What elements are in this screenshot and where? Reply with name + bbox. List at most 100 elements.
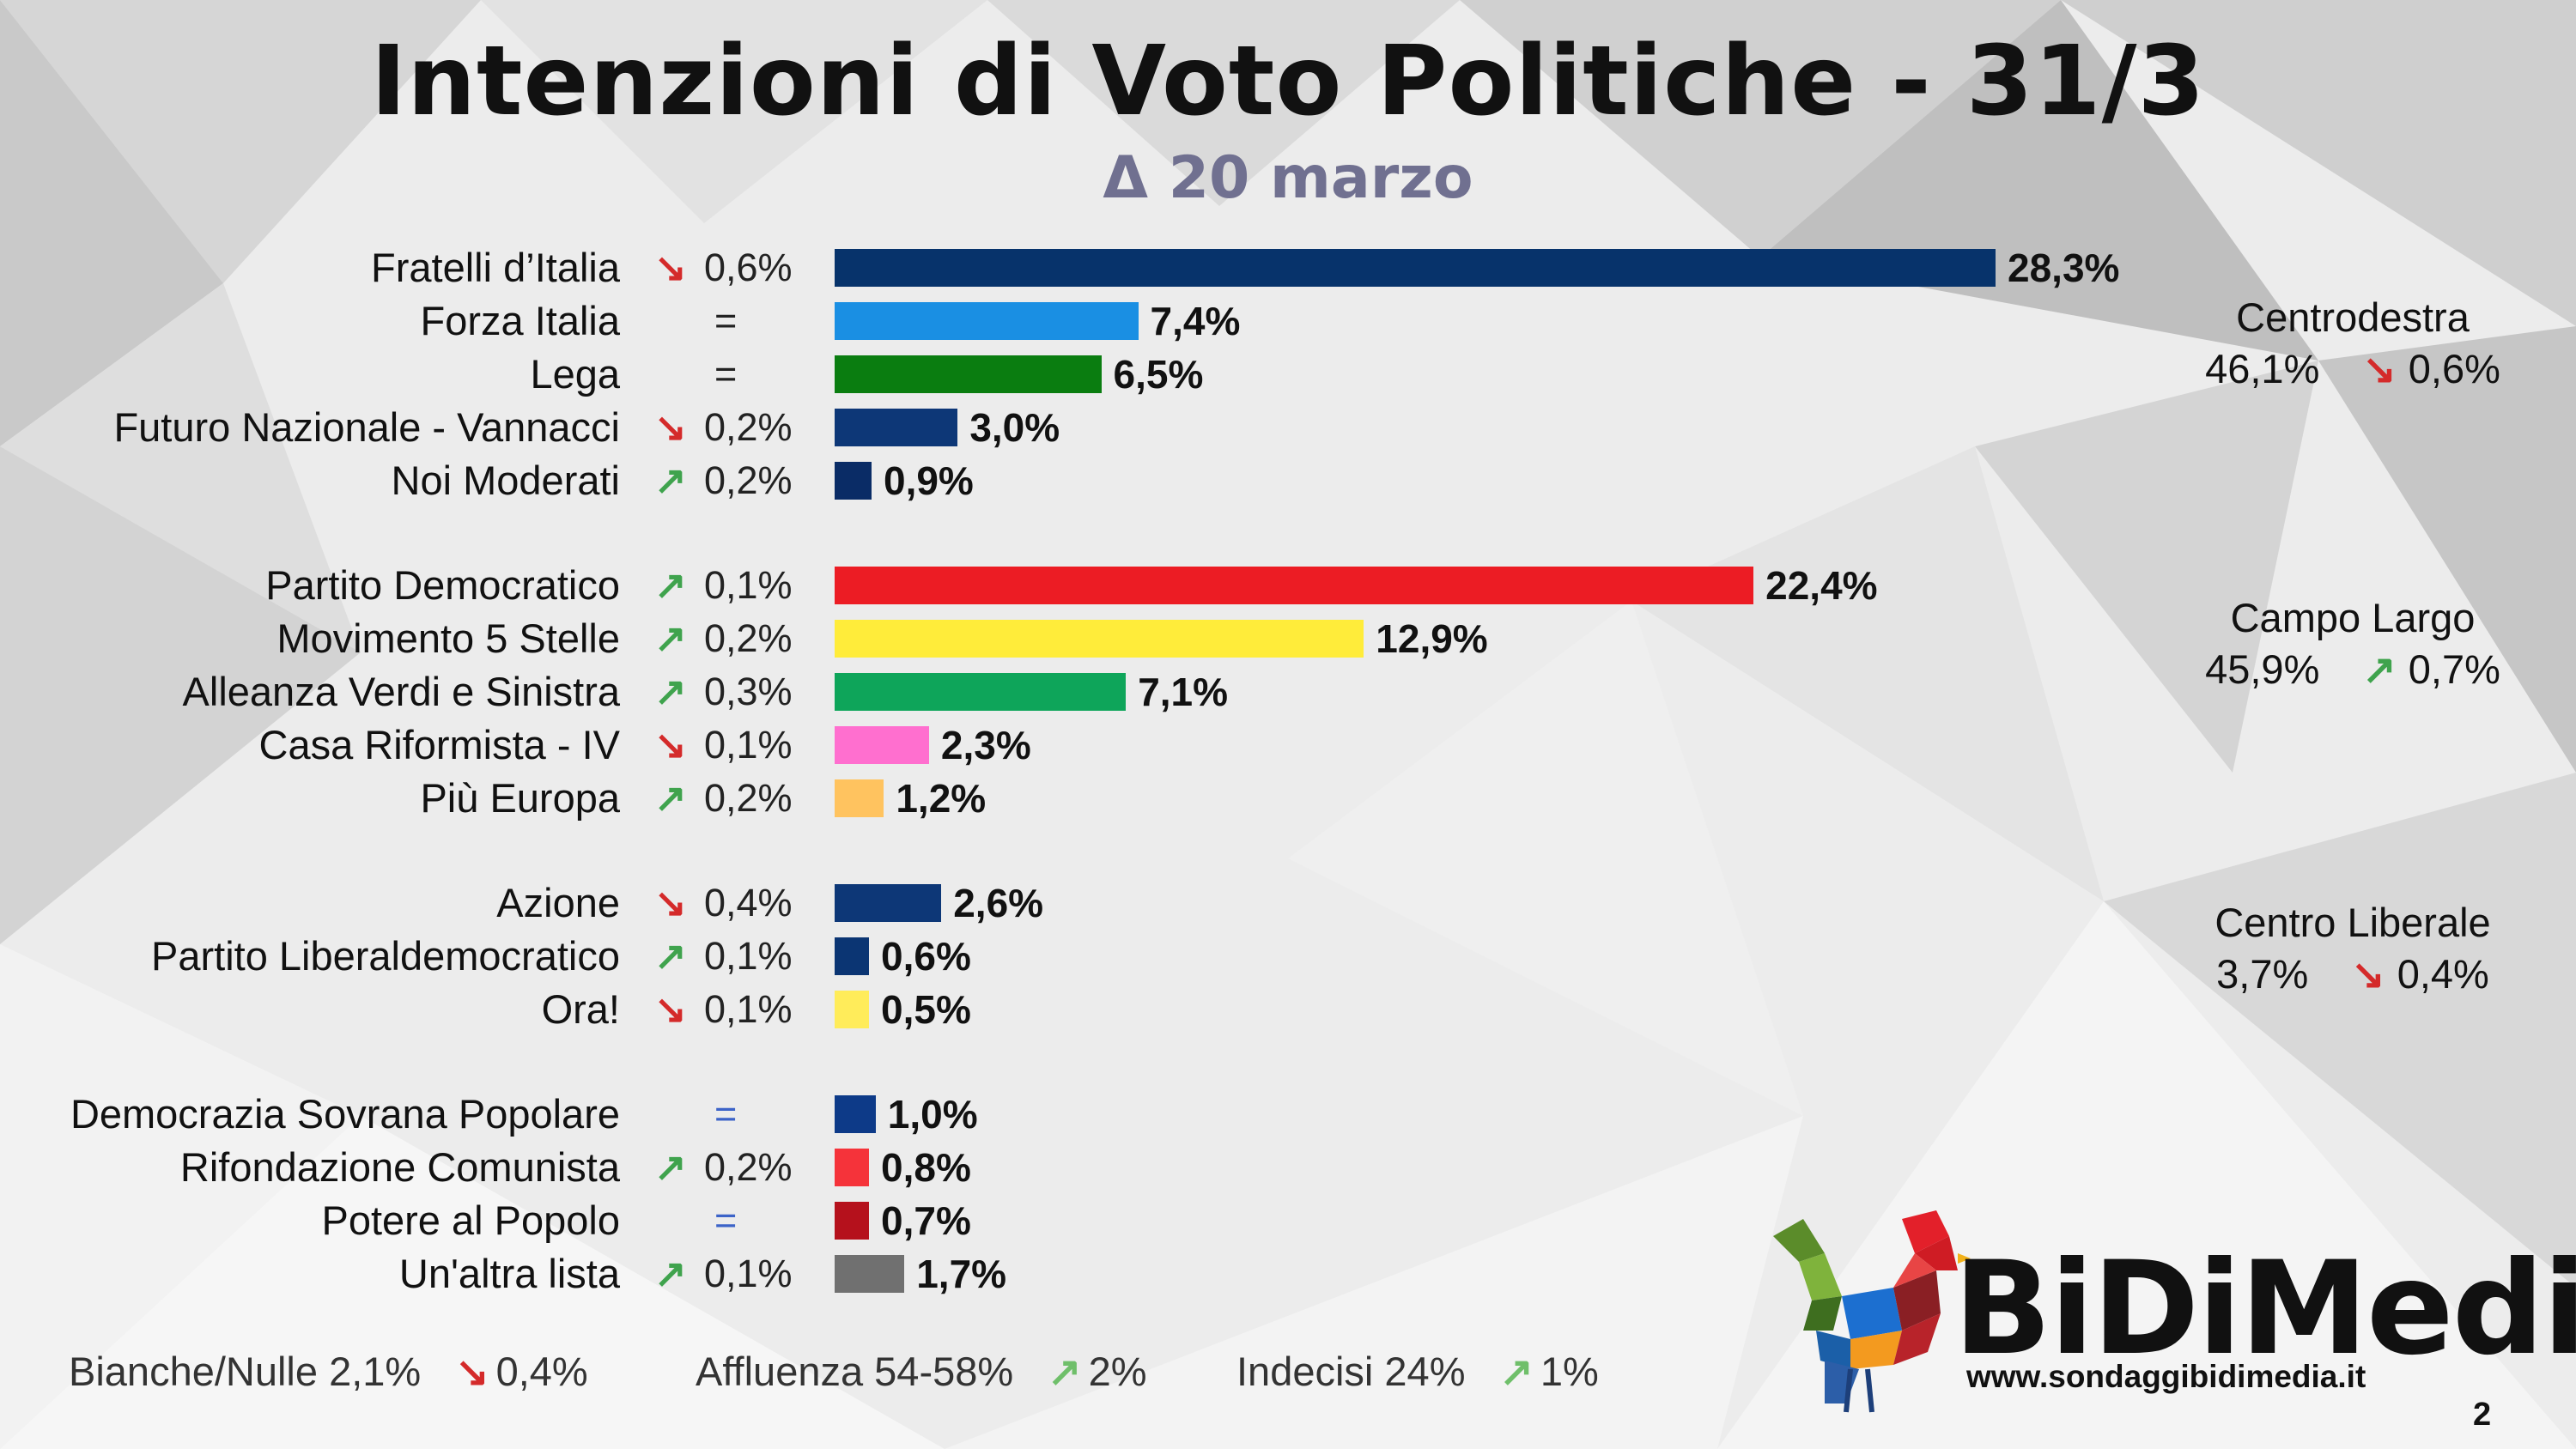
party-label: Movimento 5 Stelle — [276, 615, 620, 661]
unchanged-marker: = — [714, 1092, 738, 1136]
trend-up-icon: ↗ — [1048, 1349, 1082, 1394]
bar — [835, 1095, 876, 1133]
trend-up-icon: ↗ — [654, 616, 687, 660]
change-value: 0,6% — [704, 246, 793, 289]
bar-value-label: 0,5% — [881, 987, 971, 1032]
footer-affluenza: Affluenza 54-58% ↗ 2% — [696, 1346, 1147, 1397]
coalition-values: 45,9% ↗ 0,7% — [2172, 644, 2533, 695]
coalition-values: 46,1% ↘ 0,6% — [2172, 343, 2533, 395]
change-cell: ↘ 0,2% — [654, 402, 826, 453]
coalition-summary: Centrodestra 46,1% ↘ 0,6% — [2172, 292, 2533, 395]
party-label: Alleanza Verdi e Sinistra — [182, 669, 620, 714]
party-label: Un'altra lista — [398, 1251, 620, 1296]
coalition-name: Centro Liberale — [2215, 900, 2491, 945]
trend-down-icon: ↘ — [654, 987, 687, 1031]
bar — [835, 1255, 905, 1293]
change-cell: ↘ 0,6% — [654, 242, 826, 294]
bar — [835, 937, 869, 975]
coalition-name: Centrodestra — [2236, 294, 2470, 340]
coalition-summary: Campo Largo 45,9% ↗ 0,7% — [2172, 592, 2533, 695]
affluenza-change: 2% — [1088, 1349, 1147, 1394]
footer-indecisi: Indecisi 24% ↗ 1% — [1236, 1346, 1599, 1397]
unchanged-marker: = — [714, 299, 738, 343]
bar — [835, 567, 1754, 604]
party-label: Forza Italia — [420, 298, 620, 343]
change-cell: = — [654, 1195, 826, 1246]
bar-value-label: 0,7% — [881, 1198, 971, 1243]
bar — [835, 991, 869, 1028]
change-cell: = — [654, 295, 826, 347]
trend-up-icon: ↗ — [1499, 1349, 1534, 1394]
party-label: Futuro Nazionale - Vannacci — [113, 404, 620, 450]
bar-value-label: 6,5% — [1113, 352, 1204, 397]
trend-down-icon: ↘ — [455, 1349, 489, 1394]
coalition-change: 0,4% — [2397, 951, 2489, 997]
bar-value-label: 2,3% — [940, 723, 1031, 767]
trend-down-icon: ↘ — [654, 246, 687, 289]
party-label: Fratelli d’Italia — [371, 245, 620, 290]
change-cell: ↘ 0,1% — [654, 984, 826, 1035]
party-label: Lega — [530, 351, 620, 397]
change-cell: ↗ 0,2% — [654, 613, 826, 664]
chart-subtitle: Δ 20 marzo — [1103, 144, 1473, 212]
indecisi-change: 1% — [1540, 1349, 1599, 1394]
trend-up-icon: ↗ — [654, 563, 687, 607]
change-value: 0,1% — [704, 1252, 793, 1295]
bar-value-label: 28,3% — [2008, 246, 2120, 290]
bar-value-label: 2,6% — [953, 881, 1044, 925]
trend-up-icon: ↗ — [654, 934, 687, 978]
change-cell: ↗ 0,1% — [654, 931, 826, 982]
change-value: 0,1% — [704, 723, 793, 767]
party-label: Partito Democratico — [265, 562, 620, 608]
bar — [835, 249, 1996, 287]
page-number: 2 — [2473, 1397, 2492, 1433]
trend-down-icon: ↘ — [654, 405, 687, 449]
chart-title: Intenzioni di Voto Politiche - 31/3 — [370, 26, 2206, 137]
change-cell: ↗ 0,2% — [654, 455, 826, 506]
change-cell: ↗ 0,1% — [654, 560, 826, 611]
bar-value-label: 22,4% — [1765, 563, 1878, 608]
coalition-total: 45,9% — [2205, 646, 2320, 692]
bar-value-label: 7,4% — [1150, 299, 1241, 343]
affluenza-label: Affluenza 54-58% — [696, 1349, 1014, 1394]
unchanged-marker: = — [714, 352, 738, 396]
bianche-label: Bianche/Nulle 2,1% — [69, 1349, 422, 1394]
trend-up-icon: ↗ — [654, 1252, 687, 1295]
party-label: Casa Riformista - IV — [258, 722, 620, 767]
change-value: 0,2% — [704, 405, 793, 449]
coalition-summary: Centro Liberale 3,7% ↘ 0,4% — [2172, 897, 2533, 1000]
coalition-values: 3,7% ↘ 0,4% — [2172, 949, 2533, 1000]
change-cell: ↗ 0,2% — [654, 773, 826, 824]
party-label: Democrazia Sovrana Popolare — [70, 1091, 620, 1137]
coalition-total: 46,1% — [2205, 346, 2320, 391]
party-label: Potere al Popolo — [321, 1197, 620, 1243]
bar — [835, 726, 929, 764]
party-label: Ora! — [541, 986, 620, 1032]
trend-up-icon: ↗ — [654, 1145, 687, 1189]
party-label: Più Europa — [420, 775, 620, 821]
brand-url: www.sondaggibidimedia.it — [1966, 1359, 2366, 1394]
bar — [835, 1149, 869, 1186]
change-cell: ↘ 0,1% — [654, 719, 826, 771]
coalition-name: Campo Largo — [2230, 595, 2476, 640]
coalition-total: 3,7% — [2216, 951, 2309, 997]
change-cell: = — [654, 349, 826, 400]
bar-value-label: 12,9% — [1376, 616, 1488, 661]
bar — [835, 673, 1127, 711]
trend-down-icon: ↘ — [654, 881, 687, 925]
footer-bianche: Bianche/Nulle 2,1% ↘ 0,4% — [69, 1346, 588, 1397]
party-label: Rifondazione Comunista — [179, 1144, 620, 1190]
bar — [835, 302, 1139, 340]
change-cell: ↗ 0,1% — [654, 1248, 826, 1300]
change-cell: ↗ 0,2% — [654, 1142, 826, 1193]
brand-logo-text: BiDiMedia — [1953, 1234, 2576, 1384]
change-cell: ↘ 0,4% — [654, 877, 826, 929]
change-value: 0,1% — [704, 987, 793, 1031]
change-value: 0,2% — [704, 1145, 793, 1189]
bar-value-label: 3,0% — [969, 405, 1060, 450]
bar — [835, 409, 958, 446]
change-value: 0,3% — [704, 670, 793, 713]
change-value: 0,1% — [704, 934, 793, 978]
